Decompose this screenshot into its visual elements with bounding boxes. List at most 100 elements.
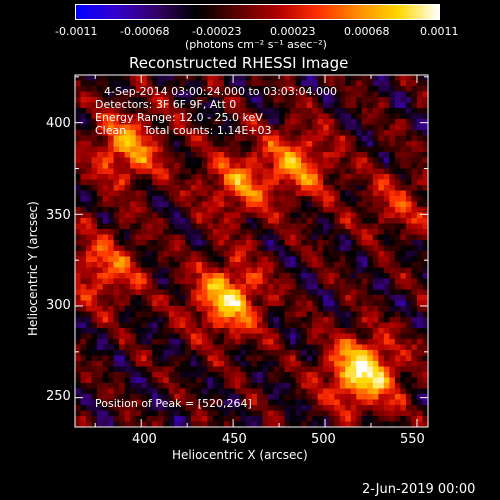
heatmap-cell — [306, 163, 313, 169]
heatmap-cell — [80, 344, 87, 351]
heatmap-cell — [334, 410, 341, 417]
heatmap-cell — [378, 355, 385, 362]
heatmap-cell — [350, 322, 357, 329]
heatmap-cell — [97, 311, 103, 318]
heatmap-cell — [108, 410, 115, 417]
heatmap-cell — [229, 152, 236, 158]
heatmap-cell — [279, 86, 285, 92]
heatmap-cell — [405, 394, 412, 400]
heatmap-cell — [113, 207, 120, 213]
heatmap-cell — [372, 179, 379, 186]
heatmap-cell — [378, 383, 385, 389]
heatmap-cell — [284, 377, 291, 384]
heatmap-cell — [350, 229, 357, 235]
heatmap-cell — [108, 278, 115, 285]
heatmap-cell — [163, 185, 170, 191]
heatmap-cell — [306, 317, 313, 323]
heatmap-cell — [75, 289, 81, 296]
heatmap-cell — [108, 157, 115, 164]
heatmap-cell — [152, 339, 159, 345]
heatmap-cell — [383, 196, 390, 202]
heatmap-cell — [295, 80, 302, 87]
heatmap-cell — [416, 102, 423, 109]
heatmap-cell — [185, 119, 192, 125]
heatmap-cell — [268, 80, 274, 87]
heatmap-cell — [174, 317, 181, 323]
y-tick-label: 400 — [46, 116, 71, 131]
heatmap-cell — [422, 174, 429, 180]
heatmap-cell — [196, 339, 203, 345]
heatmap-cell — [301, 317, 308, 323]
heatmap-cell — [356, 124, 363, 131]
heatmap-cell — [405, 317, 412, 323]
heatmap-cell — [97, 306, 103, 312]
heatmap-cell — [268, 168, 274, 175]
heatmap-cell — [284, 119, 291, 125]
heatmap-cell — [113, 185, 120, 191]
heatmap-cell — [378, 267, 385, 274]
heatmap-cell — [218, 185, 225, 191]
heatmap-cell — [185, 174, 192, 180]
heatmap-cell — [317, 190, 324, 197]
heatmap-cell — [295, 344, 302, 351]
heatmap-cell — [400, 80, 407, 87]
heatmap-cell — [240, 157, 247, 164]
heatmap-cell — [119, 377, 126, 384]
heatmap-cell — [361, 86, 368, 92]
heatmap-cell — [119, 229, 126, 235]
heatmap-cell — [212, 361, 219, 367]
heatmap-cell — [339, 240, 346, 246]
heatmap-cell — [168, 185, 175, 191]
heatmap-cell — [361, 267, 368, 274]
heatmap-cell — [201, 212, 208, 219]
heatmap-cell — [223, 124, 230, 131]
heatmap-cell — [80, 284, 87, 290]
heatmap-cell — [323, 97, 330, 103]
heatmap-cell — [168, 405, 175, 411]
heatmap-cell — [207, 388, 214, 395]
heatmap-cell — [262, 146, 269, 153]
heatmap-cell — [317, 410, 324, 417]
heatmap-cell — [91, 289, 98, 296]
heatmap-cell — [119, 102, 126, 109]
heatmap-cell — [284, 207, 291, 213]
heatmap-cell — [251, 141, 258, 147]
heatmap-cell — [201, 245, 208, 252]
heatmap-cell — [268, 146, 274, 153]
heatmap-cell — [422, 212, 429, 219]
heatmap-cell — [102, 234, 109, 241]
heatmap-cell — [163, 108, 170, 114]
heatmap-cell — [135, 372, 142, 378]
heatmap-cell — [251, 91, 258, 98]
heatmap-cell — [290, 273, 297, 279]
heatmap-cell — [334, 361, 341, 367]
heatmap-cell — [350, 108, 357, 114]
heatmap-cell — [168, 124, 175, 131]
heatmap-cell — [124, 399, 131, 406]
heatmap-cell — [146, 322, 153, 329]
heatmap-cell — [212, 157, 219, 164]
heatmap-cell — [279, 355, 285, 362]
heatmap-cell — [168, 372, 175, 378]
heatmap-cell — [141, 333, 148, 340]
heatmap-cell — [223, 344, 230, 351]
heatmap-cell — [339, 124, 346, 131]
heatmap-cell — [245, 377, 252, 384]
heatmap-cell — [416, 80, 423, 87]
heatmap-cell — [411, 124, 418, 131]
heatmap-cell — [328, 267, 335, 274]
heatmap-cell — [234, 394, 241, 400]
heatmap-cell — [229, 394, 236, 400]
heatmap-cell — [201, 152, 208, 158]
heatmap-cell — [268, 410, 274, 417]
heatmap-cell — [80, 185, 87, 191]
heatmap-cell — [323, 317, 330, 323]
heatmap-cell — [212, 146, 219, 153]
heatmap-cell — [218, 152, 225, 158]
heatmap-cell — [339, 306, 346, 312]
heatmap-cell — [262, 174, 269, 180]
heatmap-cell — [234, 306, 241, 312]
heatmap-cell — [345, 124, 352, 131]
heatmap-cell — [212, 256, 219, 263]
heatmap-cell — [229, 218, 236, 224]
